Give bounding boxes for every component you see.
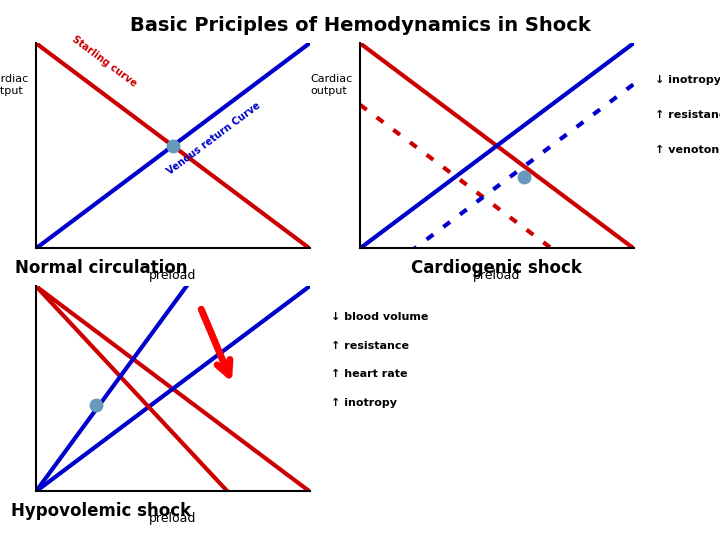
Text: ↑ venotonus: ↑ venotonus	[655, 145, 720, 155]
Text: ↑ resistance: ↑ resistance	[331, 341, 410, 350]
Text: Cardiac
output: Cardiac output	[311, 74, 353, 96]
Text: Starling curve: Starling curve	[70, 33, 139, 89]
Text: Basic Priciples of Hemodynamics in Shock: Basic Priciples of Hemodynamics in Shock	[130, 16, 590, 35]
Text: preload: preload	[149, 269, 197, 282]
Text: Hypovolemic shock: Hypovolemic shock	[11, 502, 191, 520]
Text: ↑ resistance: ↑ resistance	[655, 110, 720, 120]
Text: Cardiogenic shock: Cardiogenic shock	[411, 259, 582, 277]
Text: ↑ inotropy: ↑ inotropy	[331, 398, 397, 408]
Text: ↑ heart rate: ↑ heart rate	[331, 369, 408, 380]
Text: preload: preload	[473, 269, 521, 282]
Text: ↓ blood volume: ↓ blood volume	[331, 312, 429, 322]
Text: ↓ inotropy: ↓ inotropy	[655, 75, 720, 85]
Text: Normal circulation: Normal circulation	[14, 259, 187, 277]
Text: Cardiac
output: Cardiac output	[0, 74, 29, 96]
Text: preload: preload	[149, 512, 197, 525]
Text: Venous return Curve: Venous return Curve	[166, 100, 262, 177]
